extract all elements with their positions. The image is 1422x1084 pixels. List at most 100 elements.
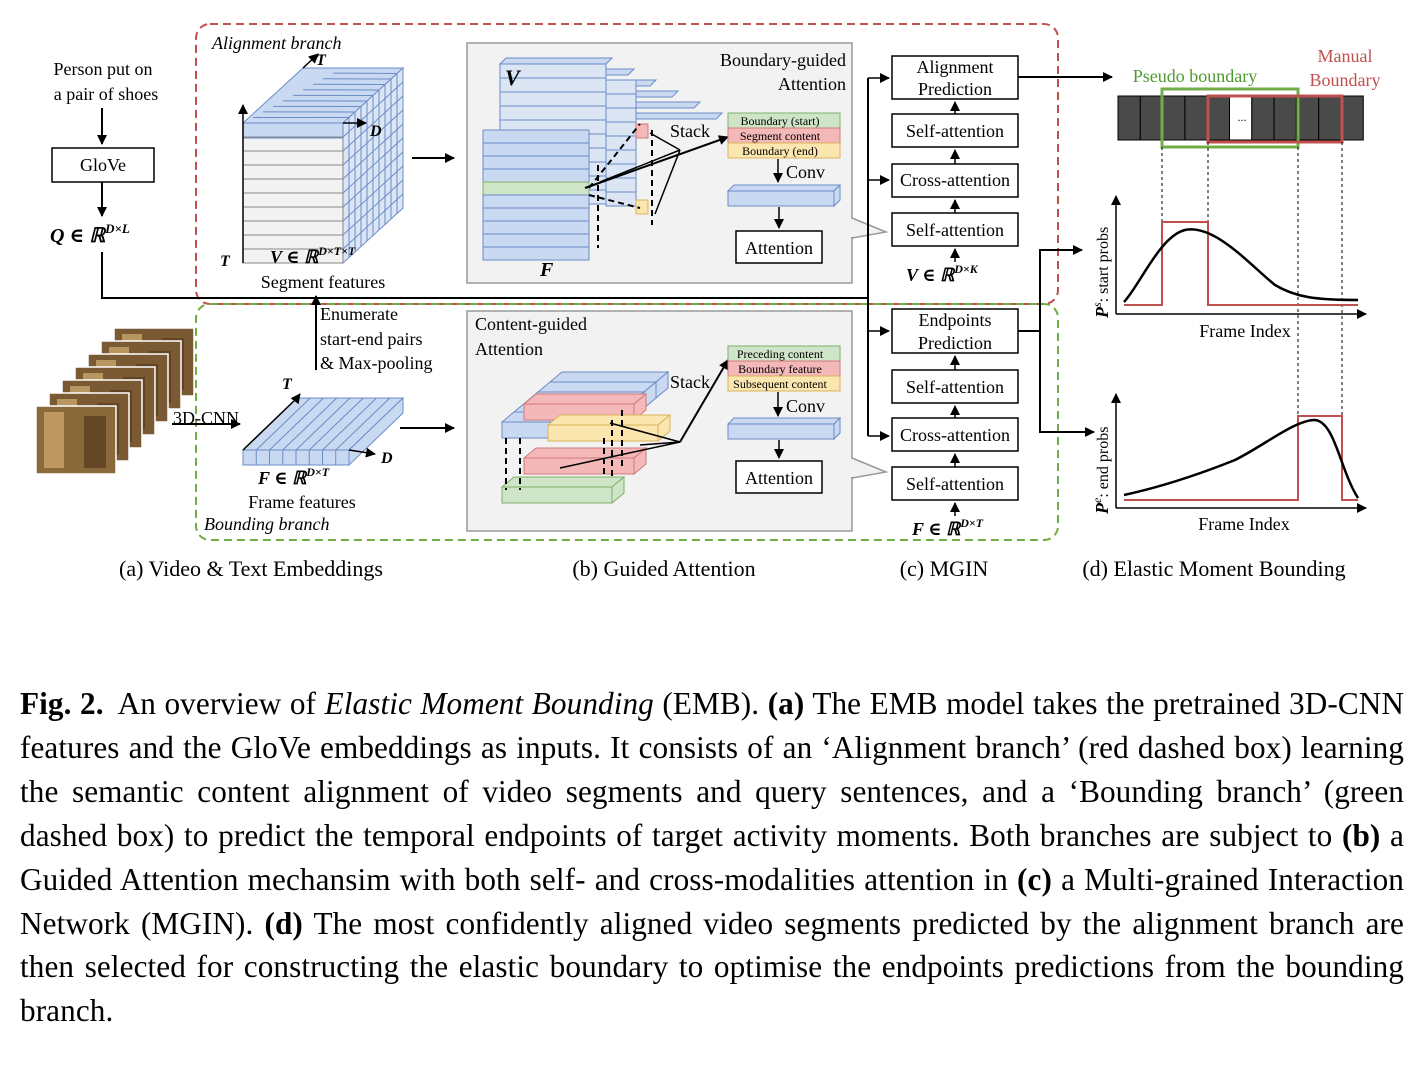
end-probs-plot: Frame Index Pe: end probs bbox=[1090, 393, 1367, 534]
self-attention-label-2: Self-attention bbox=[906, 220, 1004, 240]
video-frames-stack bbox=[35, 327, 195, 475]
query-formula: Q ∈ ℝD×L bbox=[50, 221, 130, 247]
frame-strip bbox=[1117, 95, 1364, 141]
caption-text-3: The EMB model takes the pretrained 3D-CN… bbox=[20, 686, 1405, 853]
mgin-f-formula: F ∈ ℝD×T bbox=[911, 516, 984, 539]
stack-boundary-end: Boundary (end) bbox=[742, 144, 818, 158]
start-frame-index-label: Frame Index bbox=[1199, 321, 1290, 341]
endpoints-prediction-line2: Prediction bbox=[918, 333, 992, 353]
boundary-guided-title-1: Boundary-guided bbox=[720, 50, 846, 70]
caption-text-6: The most confidently aligned video segme… bbox=[20, 905, 1404, 1029]
endpoints-prediction-line1: Endpoints bbox=[918, 310, 991, 330]
enumerate-line2: start-end pairs bbox=[320, 329, 422, 349]
attention-box-top bbox=[735, 230, 823, 264]
cube-F-label: F bbox=[539, 259, 554, 281]
boundary-guided-panel: Boundary-guided Attention V F Stack Boun… bbox=[466, 42, 889, 284]
alignment-prediction-line1: Alignment bbox=[917, 57, 994, 77]
caption-text-4: a Guided Attention mechansim with both s… bbox=[20, 817, 1405, 897]
pseudo-boundary-label: Pseudo boundary bbox=[1133, 66, 1258, 86]
cross-attention-box-2 bbox=[891, 417, 1019, 452]
caption-ref-d: (d) bbox=[264, 905, 303, 941]
segment-feature-cube bbox=[241, 66, 405, 265]
axis-T-label: T bbox=[316, 52, 327, 69]
stack-subsequent-content: Subsequent content bbox=[733, 377, 827, 391]
conv-output-bar-bottom bbox=[726, 416, 842, 441]
self-attention-box-1 bbox=[891, 113, 1019, 148]
caption-ref-c: (c) bbox=[1017, 861, 1052, 897]
self-attention-box-3 bbox=[891, 369, 1019, 404]
attention-label-bottom: Attention bbox=[745, 468, 813, 488]
frame-features-label: Frame features bbox=[248, 492, 355, 512]
attention-box-bottom bbox=[735, 460, 823, 494]
caption-text-5: a Multi-grained Interaction Network (MGI… bbox=[20, 861, 1404, 941]
overview-figure: Alignment branch Bounding branch Person … bbox=[35, 23, 1381, 581]
subcaption-a: (a) Video & Text Embeddings bbox=[119, 556, 383, 581]
strip-ellipsis: ... bbox=[1238, 110, 1247, 124]
stack-label-top: Stack bbox=[670, 121, 710, 141]
content-guided-panel: Content-guided Attention Stack Preceding… bbox=[466, 310, 889, 532]
alignment-branch-label: Alignment branch bbox=[211, 33, 341, 53]
cnn-label: 3D-CNN bbox=[173, 408, 239, 428]
enumerate-line3: & Max-pooling bbox=[320, 353, 433, 373]
self-attention-label-3: Self-attention bbox=[906, 377, 1004, 397]
caption-text-2: (EMB). bbox=[653, 686, 768, 721]
caption-ref-b: (b) bbox=[1342, 817, 1381, 853]
self-attention-label-4: Self-attention bbox=[906, 474, 1004, 494]
f-formula: F ∈ ℝD×T bbox=[257, 465, 330, 488]
caption-method-name: Elastic Moment Bounding bbox=[324, 686, 654, 721]
self-attention-label-1: Self-attention bbox=[906, 121, 1004, 141]
stack-segment-content: Segment content bbox=[740, 129, 821, 143]
caption-text-1: An overview of bbox=[117, 686, 325, 721]
manual-boundary-label-1: Manual bbox=[1318, 46, 1373, 66]
figure-caption: Fig. 2. An overview of Elastic Moment Bou… bbox=[20, 682, 1404, 1033]
manual-boundary-label-2: Boundary bbox=[1310, 70, 1381, 90]
mgin-v-formula: V ∈ ℝD×K bbox=[906, 262, 979, 285]
caption-label: Fig. 2. bbox=[20, 686, 104, 721]
end-probs-label: Pe: end probs bbox=[1090, 427, 1112, 515]
axis-T-vertical-label: T bbox=[220, 253, 231, 270]
query-text-line2: a pair of shoes bbox=[54, 84, 158, 104]
segment-features-label: Segment features bbox=[261, 272, 385, 292]
content-guided-title-2: Attention bbox=[475, 339, 543, 359]
endpoints-prediction-box bbox=[891, 308, 1019, 354]
subcaption-c: (c) MGIN bbox=[900, 556, 989, 581]
stack-preceding-content: Preceding content bbox=[737, 347, 824, 361]
start-probs-plot: Frame Index Ps: start probs bbox=[1090, 195, 1367, 341]
cube-V-label: V bbox=[505, 65, 522, 90]
bounding-branch-box bbox=[195, 303, 1059, 541]
end-frame-index-label: Frame Index bbox=[1198, 514, 1289, 534]
subcaption-b: (b) Guided Attention bbox=[572, 556, 755, 581]
alignment-prediction-line2: Prediction bbox=[918, 79, 992, 99]
alignment-prediction-box bbox=[891, 55, 1019, 100]
attention-label-top: Attention bbox=[745, 238, 813, 258]
cross-attention-label-2: Cross-attention bbox=[900, 425, 1010, 445]
self-attention-box-2 bbox=[891, 212, 1019, 247]
glove-box bbox=[51, 147, 155, 183]
frame-feature-slab bbox=[241, 396, 405, 467]
slab-axis-D-label: D bbox=[380, 450, 393, 467]
conv-label-top: Conv bbox=[786, 162, 825, 182]
query-text-line1: Person put on bbox=[54, 59, 153, 79]
axis-D-label: D bbox=[369, 123, 382, 140]
glove-label: GloVe bbox=[80, 155, 126, 175]
conv-label-bottom: Conv bbox=[786, 396, 825, 416]
enumerate-line1: Enumerate bbox=[320, 304, 398, 324]
end-manual-step bbox=[1124, 415, 1358, 501]
manual-boundary-box bbox=[1206, 94, 1344, 144]
caption-ref-a: (a) bbox=[767, 686, 805, 721]
cross-attention-label-1: Cross-attention bbox=[900, 170, 1010, 190]
bounding-branch-label: Bounding branch bbox=[204, 514, 330, 534]
boundary-dashed-guides bbox=[1161, 142, 1343, 420]
start-manual-step bbox=[1124, 221, 1358, 306]
start-probs-curve bbox=[1123, 228, 1359, 303]
boundary-guided-title-2: Attention bbox=[778, 74, 846, 94]
pseudo-boundary-box bbox=[1160, 87, 1300, 149]
alignment-branch-box bbox=[195, 23, 1059, 305]
end-probs-curve bbox=[1123, 418, 1360, 499]
stack-boundary-start: Boundary (start) bbox=[741, 114, 820, 128]
subcaption-d: (d) Elastic Moment Bounding bbox=[1082, 556, 1345, 581]
stack-label-bottom: Stack bbox=[670, 372, 710, 392]
slab-axis-T-label: T bbox=[282, 376, 293, 393]
conv-output-bar-top bbox=[726, 183, 842, 208]
stack-boundary-feature: Boundary feature bbox=[738, 362, 822, 376]
